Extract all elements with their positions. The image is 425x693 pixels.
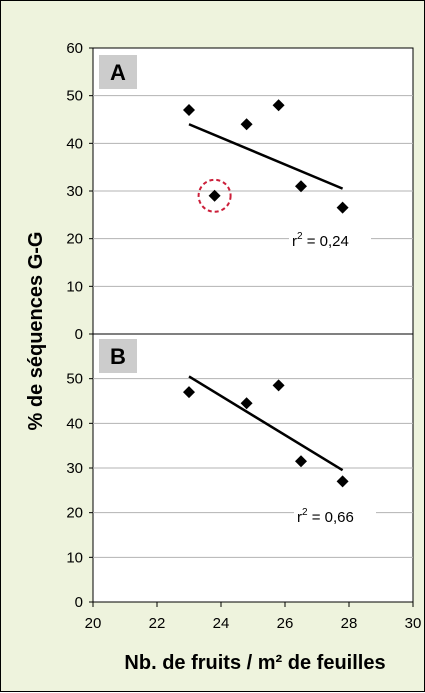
grid-lines — [93, 95, 413, 558]
y-tick-label-a: 30 — [66, 183, 83, 200]
r2-label-b: r2 = 0,66 — [297, 507, 354, 526]
data-point-a-5 — [336, 201, 349, 214]
data-point-b-1 — [240, 397, 253, 410]
data-point-b-3 — [295, 455, 307, 468]
r2-a-exp: 2 — [297, 231, 303, 242]
trendlines — [188, 123, 344, 472]
r2-label-a: r2 = 0,24 — [292, 231, 349, 250]
r2-b-exp: 2 — [302, 507, 308, 518]
panel-b-label-box — [99, 339, 137, 373]
y-tick-label-a: 60 — [66, 40, 83, 57]
y-tick-label-b: 20 — [66, 505, 83, 522]
trendline-a — [188, 123, 344, 190]
panel-b-label: B — [110, 344, 126, 369]
r2-b-value: = 0,66 — [308, 509, 354, 526]
data-point-a-4 — [295, 180, 307, 193]
x-tick-label: 28 — [341, 615, 358, 632]
y-tick-label-a: 0 — [75, 326, 83, 343]
y-tick-label-b: 50 — [66, 371, 83, 388]
r2-b-bg — [294, 504, 376, 526]
data-point-a-1 — [208, 189, 221, 202]
y-axis-title: % de séquences G-G — [25, 232, 47, 431]
y-tick-label-a: 10 — [66, 278, 83, 295]
x-tick-label: 30 — [405, 615, 422, 632]
y-tick-label-a: 50 — [66, 88, 83, 105]
outlier-circle-a — [197, 178, 232, 213]
r2-a-bg — [289, 228, 371, 250]
trendline-b — [188, 375, 344, 472]
data-points — [183, 99, 349, 488]
y-tick-label-b: 0 — [75, 594, 83, 611]
r2-a-prefix: r — [292, 233, 297, 250]
r2-b-prefix: r — [297, 509, 302, 526]
data-point-a-0 — [183, 103, 195, 116]
data-point-a-3 — [272, 99, 285, 112]
y-tick-label-a: 40 — [66, 135, 83, 152]
y-tick-label-b: 40 — [66, 415, 83, 432]
data-point-b-4 — [336, 475, 349, 488]
data-point-b-0 — [183, 386, 195, 399]
x-tick-label: 24 — [213, 615, 230, 632]
y-tick-label-b: 10 — [66, 549, 83, 566]
x-tick-label: 20 — [85, 615, 102, 632]
x-axis-title: Nb. de fruits / m² de feuilles — [124, 652, 385, 674]
panel-a-label-box — [99, 55, 137, 89]
data-point-a-2 — [240, 118, 253, 131]
r2-a-value: = 0,24 — [303, 233, 349, 250]
data-point-b-2 — [272, 379, 285, 392]
x-tick-label: 22 — [149, 615, 166, 632]
x-tick-label: 26 — [277, 615, 294, 632]
y-tick-label-a: 20 — [66, 231, 83, 248]
panel-a-label: A — [110, 60, 126, 85]
y-tick-label-b: 30 — [66, 460, 83, 477]
